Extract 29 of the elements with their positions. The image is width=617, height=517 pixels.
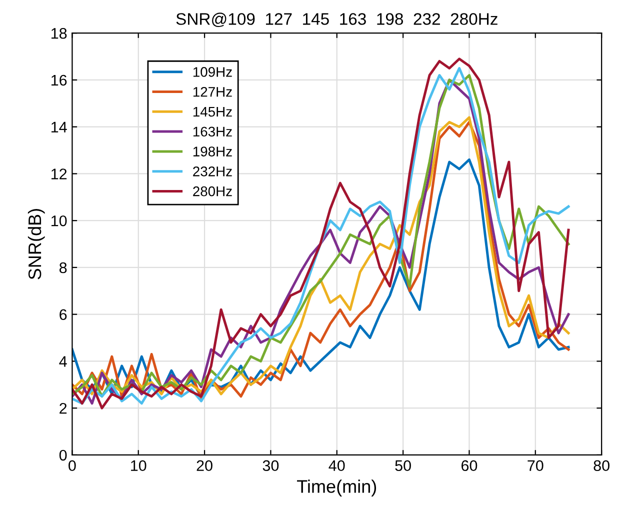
x-tick-label: 50 (395, 460, 411, 472)
legend-label: 198Hz (193, 146, 232, 156)
legend-label: 109Hz (193, 67, 232, 77)
y-tick-label: 6 (60, 309, 67, 320)
y-axis-title: SNR(dB) (28, 209, 45, 280)
x-tick-label: 10 (131, 460, 146, 472)
x-tick-label: 40 (328, 460, 345, 472)
y-tick-label: 14 (52, 122, 67, 132)
y-tick-label: 10 (52, 215, 67, 226)
chart-title: SNR@109 127 145 163 198 232 280Hz (176, 12, 498, 28)
x-tick-label: 0 (68, 460, 76, 472)
legend-label: 145Hz (193, 106, 232, 117)
y-tick-label: 4 (59, 356, 67, 367)
x-tick-label: 70 (528, 460, 544, 472)
legend-label: 280Hz (193, 186, 232, 196)
y-tick-label: 2 (60, 402, 67, 414)
x-tick-label: 80 (594, 460, 610, 472)
y-tick-label: 12 (52, 168, 67, 180)
x-tick-label: 60 (462, 460, 478, 472)
legend-label: 232Hz (193, 166, 232, 176)
x-tick-label: 30 (262, 460, 279, 472)
y-tick-label: 8 (59, 262, 67, 274)
legend-label: 163Hz (193, 126, 232, 137)
legend-label: 127Hz (193, 86, 232, 97)
y-tick-label: 18 (52, 28, 67, 39)
y-tick-label: 0 (59, 450, 67, 461)
y-tick-label: 16 (52, 74, 67, 86)
x-axis-title: Time(min) (297, 480, 376, 496)
x-tick-label: 20 (196, 460, 212, 472)
